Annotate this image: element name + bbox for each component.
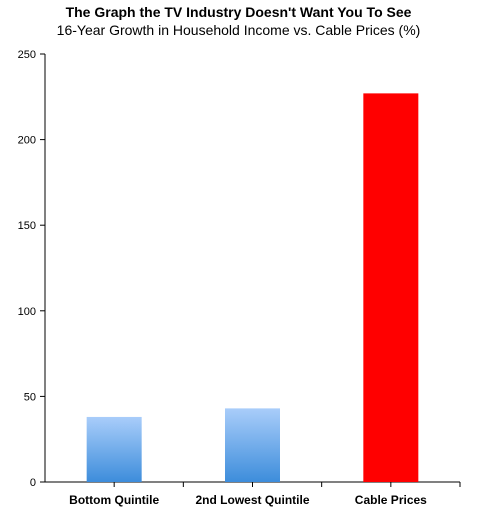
y-tick-label: 50 (24, 391, 36, 403)
y-tick-label: 100 (18, 306, 36, 318)
y-tick-label: 0 (30, 477, 36, 489)
y-tick-label: 150 (18, 220, 36, 232)
y-tick-label: 250 (18, 49, 36, 61)
bar-cable-prices (363, 93, 419, 482)
chart-subtitle: 16-Year Growth in Household Income vs. C… (56, 22, 421, 38)
bar-bottom-quintile (86, 416, 142, 482)
x-tick-label: 2nd Lowest Quintile (195, 493, 309, 507)
chart-title: The Graph the TV Industry Doesn't Want Y… (65, 4, 412, 20)
x-tick-label: Cable Prices (355, 493, 427, 507)
bar-2nd-lowest-quintile (225, 408, 280, 482)
x-tick-label: Bottom Quintile (69, 493, 159, 507)
y-tick-label: 200 (18, 135, 36, 147)
